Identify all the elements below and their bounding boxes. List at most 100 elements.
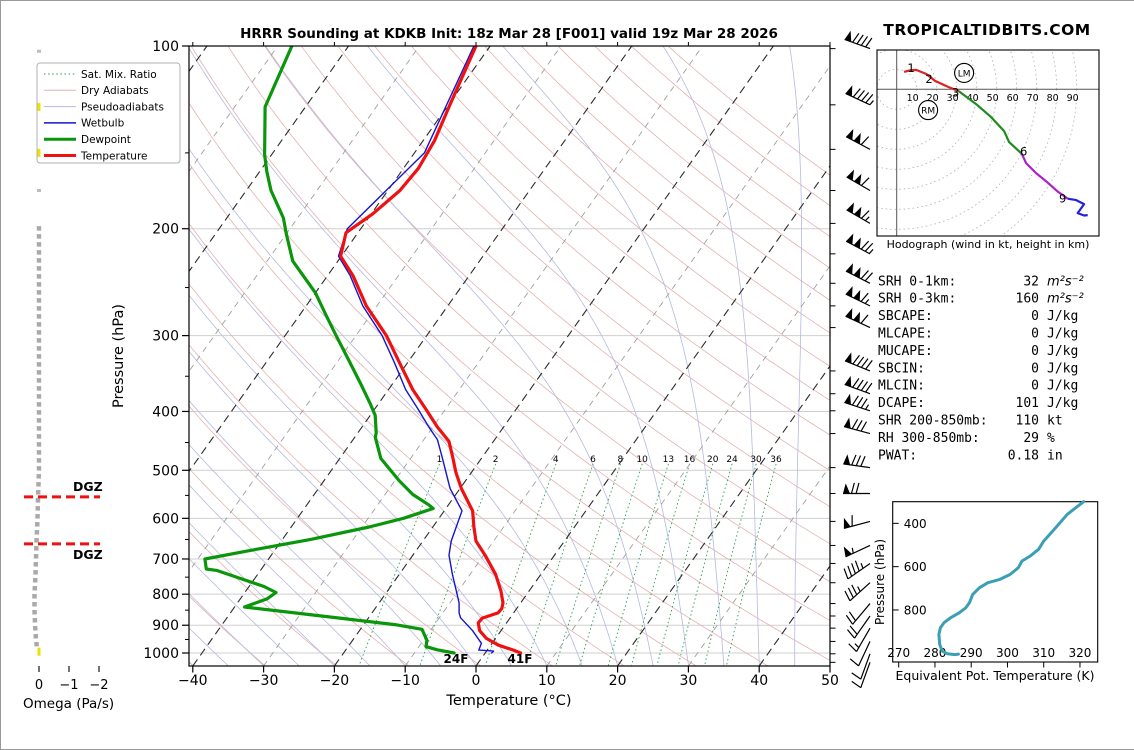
- index-value: 32: [1023, 274, 1039, 289]
- isotherm-line: [264, 46, 703, 666]
- legend-label: Dewpoint: [81, 134, 131, 146]
- temp-tick-label: −40: [178, 673, 208, 689]
- storm-motion-lm-label: LM: [958, 69, 971, 79]
- index-unit: J/kg: [1047, 327, 1078, 342]
- wind-barb: [846, 308, 870, 327]
- mixing-ratio-label: 24: [726, 455, 738, 465]
- hodograph-height-label: 1: [907, 61, 914, 75]
- legend-label: Wetbulb: [81, 118, 125, 130]
- index-value: 29: [1023, 431, 1039, 446]
- mixing-ratio-line: [580, 464, 643, 666]
- surface-temperature-label: 41F: [508, 652, 533, 666]
- mixing-ratio-label: 8: [617, 455, 623, 465]
- surface-dewpoint-label: 24F: [444, 652, 469, 666]
- omega-trace: [35, 226, 40, 650]
- omega-tick-label: −1: [59, 678, 78, 693]
- mixing-ratio-line: [657, 464, 713, 666]
- wind-barb: [847, 170, 870, 191]
- legend-label: Temperature: [80, 150, 148, 162]
- hodograph-height-label: 3: [952, 85, 959, 99]
- index-label: MLCIN:: [878, 379, 925, 394]
- temp-tick-label: −20: [320, 673, 350, 689]
- wind-barb: [844, 515, 870, 528]
- storm-motion-rm-label: RM: [921, 107, 935, 117]
- index-label: MUCAPE:: [878, 344, 933, 359]
- legend-label: Sat. Mix. Ratio: [81, 69, 157, 81]
- thetae-xtick-label: 290: [960, 646, 983, 660]
- isotherm-line: [405, 46, 844, 666]
- index-unit: J/kg: [1047, 309, 1078, 324]
- pressure-tick-label: 600: [152, 511, 179, 527]
- index-value: 0.18: [1008, 448, 1039, 463]
- temp-tick-label: 0: [472, 673, 481, 689]
- pseudoadiabat-line: [266, 46, 653, 666]
- hodograph-ring-label: 50: [987, 93, 999, 104]
- mixing-ratio-line: [727, 464, 777, 666]
- index-value: 0: [1031, 379, 1039, 394]
- dewpoint-curve: [205, 46, 454, 653]
- index-value: 101: [1016, 396, 1039, 411]
- temp-tick-label: 50: [821, 673, 839, 689]
- index-unit: J/kg: [1047, 396, 1078, 411]
- dry-adiabat-line: [118, 47, 768, 666]
- dgz-label: DGZ: [73, 479, 103, 494]
- thetae-curve: [939, 502, 1084, 655]
- pseudoadiabat-line: [1, 178, 370, 666]
- thetae-xtick-label: 320: [1069, 646, 1092, 660]
- index-unit: J/kg: [1047, 361, 1078, 376]
- hodograph-ring-label: 70: [1027, 93, 1039, 104]
- index-label: DCAPE:: [878, 396, 925, 411]
- wind-barb: [845, 31, 872, 49]
- mixing-ratio-label: 10: [636, 455, 648, 465]
- hodograph-ring-label: 80: [1047, 93, 1059, 104]
- index-label: SBCAPE:: [878, 309, 933, 324]
- index-value: 0: [1031, 309, 1039, 324]
- hodograph-caption: Hodograph (wind in kt, height in km): [887, 238, 1090, 251]
- index-value: 0: [1031, 344, 1039, 359]
- pseudoadiabat-line: [503, 46, 724, 666]
- mixing-ratio-label: 20: [707, 455, 719, 465]
- hodograph-ring-label: 90: [1067, 93, 1079, 104]
- dry-adiabat-line: [192, 47, 912, 666]
- index-label: SBCIN:: [878, 361, 925, 376]
- pseudoadiabat-line: [127, 46, 583, 666]
- mixing-ratio-line: [632, 464, 690, 666]
- index-unit: m²s⁻²: [1047, 292, 1084, 307]
- pressure-tick-label: 100: [152, 39, 179, 55]
- wind-barb: [845, 376, 872, 394]
- pseudoadiabat-line: [1, 364, 51, 666]
- dry-adiabat-line: [522, 47, 1134, 666]
- temp-tick-label: 40: [750, 673, 768, 689]
- hodograph-ring-label: 10: [907, 93, 919, 104]
- index-value: 160: [1016, 292, 1039, 307]
- mixing-ratio-line: [608, 464, 668, 666]
- hodograph-trace-9km+: [1068, 199, 1088, 216]
- isotherm-line: [618, 46, 1057, 666]
- main-title: HRRR Sounding at KDKB Init: 18z Mar 28 […: [240, 26, 778, 42]
- index-unit: m²s⁻²: [1047, 274, 1084, 289]
- temp-tick-label: 30: [679, 673, 697, 689]
- index-unit: %: [1047, 431, 1055, 446]
- thetae-xtick-label: 270: [887, 646, 910, 660]
- index-label: MLCAPE:: [878, 327, 933, 342]
- wind-barb: [844, 394, 870, 411]
- wind-barb: [846, 129, 870, 149]
- mixing-ratio-line: [705, 464, 757, 666]
- pseudoadiabat-line: [188, 46, 618, 666]
- pressure-tick-label: 1000: [143, 646, 179, 662]
- legend-label: Pseudoadiabats: [81, 101, 164, 113]
- temp-tick-label: −30: [249, 673, 279, 689]
- pseudoadiabat-line: [790, 46, 802, 666]
- mixing-ratio-label: 6: [590, 455, 596, 465]
- skewt-yaxis-title: Pressure (hPa): [111, 304, 127, 408]
- mixing-ratio-label: 36: [770, 455, 782, 465]
- pressure-tick-label: 700: [152, 552, 179, 568]
- wind-barb: [846, 263, 873, 283]
- wind-barb: [845, 583, 870, 601]
- index-value: 0: [1031, 327, 1039, 342]
- pressure-tick-label: 200: [152, 222, 179, 238]
- wind-barb: [846, 233, 873, 253]
- temp-tick-label: 20: [609, 673, 627, 689]
